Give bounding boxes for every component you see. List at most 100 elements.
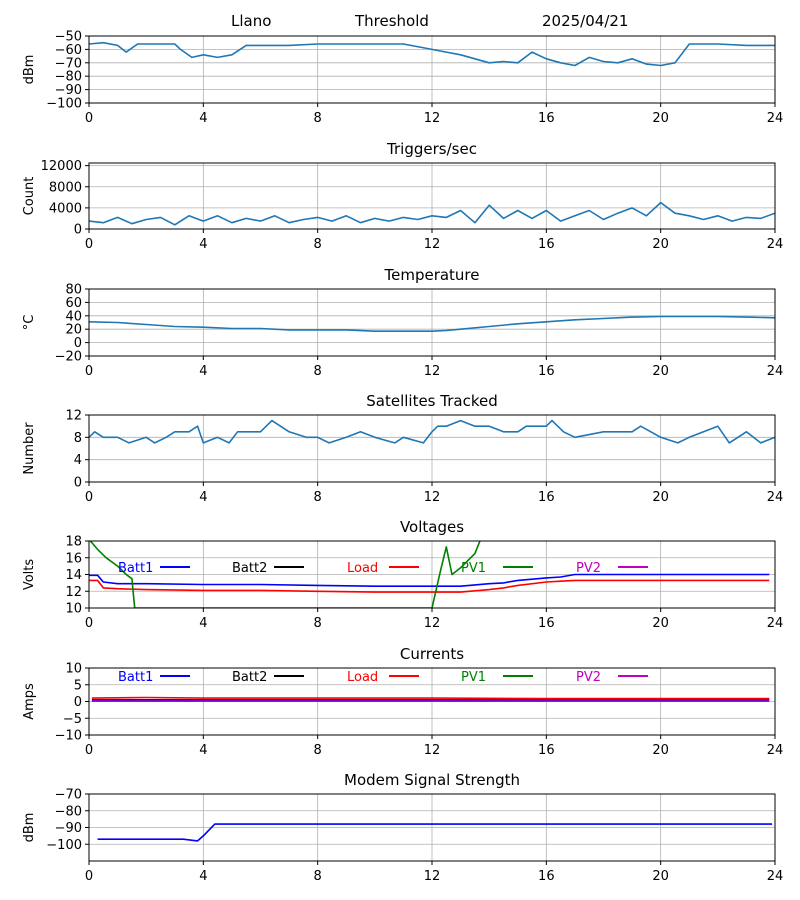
x-tick-label: 12	[424, 869, 441, 884]
x-tick-label: 4	[199, 490, 207, 505]
chart-title: Temperature	[383, 266, 479, 284]
x-tick-label: 24	[767, 490, 784, 505]
series-line-pv1	[89, 541, 481, 608]
y-tick-label: 5	[74, 678, 82, 693]
series-line-batt1	[89, 573, 770, 588]
x-tick-label: 24	[767, 743, 784, 758]
y-tick-label: −60	[55, 43, 82, 58]
y-tick-label: 60	[65, 296, 82, 311]
y-axis-label: °C	[22, 315, 37, 331]
x-tick-label: 4	[199, 364, 207, 379]
x-tick-label: 8	[314, 869, 322, 884]
y-axis-label: dBm	[22, 55, 37, 85]
x-tick-label: 0	[85, 364, 93, 379]
x-tick-label: 24	[767, 616, 784, 631]
y-tick-label: 12000	[41, 159, 82, 174]
y-tick-label: −5	[63, 712, 82, 727]
x-tick-label: 4	[199, 237, 207, 252]
y-tick-label: 8	[74, 431, 82, 446]
x-tick-label: 16	[538, 490, 555, 505]
x-tick-label: 0	[85, 490, 93, 505]
trigger-mode: Threshold	[355, 12, 429, 30]
y-tick-label: 0	[74, 336, 82, 351]
y-tick-label: −50	[55, 30, 82, 45]
chart-title: Currents	[400, 645, 464, 663]
x-tick-label: 20	[652, 490, 669, 505]
x-tick-label: 24	[767, 869, 784, 884]
chart-panel-0: 0 4 8 12 16 20 24 −100−90−80−70−60−50 dBm	[22, 30, 783, 127]
chart-title: Satellites Tracked	[366, 392, 497, 410]
y-tick-label: −10	[55, 729, 82, 744]
legend-label-batt2: Batt2	[232, 670, 267, 685]
x-tick-label: 0	[85, 616, 93, 631]
x-tick-label: 16	[538, 869, 555, 884]
legend-label-batt2: Batt2	[232, 561, 267, 576]
y-tick-label: −80	[55, 804, 82, 819]
y-tick-label: 4000	[49, 201, 82, 216]
y-tick-label: 40	[65, 309, 82, 324]
y-tick-label: 16	[65, 551, 82, 566]
x-tick-label: 12	[424, 490, 441, 505]
x-tick-label: 16	[538, 743, 555, 758]
x-tick-label: 16	[538, 237, 555, 252]
x-tick-label: 16	[538, 616, 555, 631]
legend-label-pv2: PV2	[576, 670, 601, 685]
x-tick-label: 16	[538, 111, 555, 126]
y-axis-label: Number	[22, 422, 37, 475]
y-tick-label: 14	[65, 568, 82, 583]
series-line-load	[91, 696, 770, 700]
x-tick-label: 8	[314, 490, 322, 505]
y-tick-label: 8000	[49, 180, 82, 195]
legend-label-pv1: PV1	[461, 561, 486, 576]
series-line-load	[89, 579, 770, 593]
chart-panel-6: 0 4 8 12 16 20 24 −100 −90 −80−70 Modem Signal Str…	[22, 771, 783, 884]
x-tick-label: 20	[652, 869, 669, 884]
y-tick-label: −90	[55, 821, 82, 836]
x-tick-label: 20	[652, 111, 669, 126]
x-tick-label: 8	[314, 237, 322, 252]
x-tick-label: 8	[314, 111, 322, 126]
legend-label-pv1: PV1	[461, 670, 486, 685]
chart-panel-1: 0 4 8 12 16 20 24 0 4000 8000 12000 Triggers/sec Cou…	[22, 140, 783, 252]
y-tick-label: 10	[65, 662, 82, 677]
x-tick-label: 20	[652, 616, 669, 631]
y-axis-label: Amps	[22, 683, 37, 720]
y-tick-label: −70	[55, 56, 82, 71]
x-tick-label: 24	[767, 237, 784, 252]
legend-label-pv2: PV2	[576, 561, 601, 576]
chart-panel-5: 0 4 8 12 16 20 24 −10 −5 0 510 Currents Amps Batt1 Bat…	[22, 645, 783, 758]
x-tick-label: 4	[199, 616, 207, 631]
y-tick-label: −70	[55, 788, 82, 803]
y-tick-label: 20	[65, 323, 82, 338]
x-tick-label: 4	[199, 743, 207, 758]
x-tick-label: 16	[538, 364, 555, 379]
legend-label-load: Load	[347, 670, 378, 685]
y-tick-label: −90	[55, 83, 82, 98]
y-tick-label: 12	[65, 409, 82, 424]
y-tick-label: −80	[55, 70, 82, 85]
y-axis-label: dBm	[22, 813, 37, 843]
y-tick-label: −100	[46, 97, 82, 112]
y-tick-label: 10	[65, 602, 82, 617]
x-tick-label: 4	[199, 869, 207, 884]
x-tick-label: 0	[85, 743, 93, 758]
x-tick-label: 24	[767, 364, 784, 379]
x-tick-label: 0	[85, 869, 93, 884]
y-axis-label: Count	[22, 177, 37, 216]
chart-title: Modem Signal Strength	[344, 771, 520, 789]
series-line-0	[89, 41, 775, 67]
y-tick-label: 12	[65, 585, 82, 600]
x-tick-label: 8	[314, 743, 322, 758]
x-tick-label: 12	[424, 743, 441, 758]
series-line-0	[97, 823, 773, 842]
station-name: Llano	[231, 12, 272, 30]
y-tick-label: −100	[46, 838, 82, 853]
x-tick-label: 8	[314, 364, 322, 379]
y-axis-label: Volts	[22, 559, 37, 591]
x-tick-label: 12	[424, 111, 441, 126]
x-tick-label: 0	[85, 111, 93, 126]
x-tick-label: 24	[767, 111, 784, 126]
